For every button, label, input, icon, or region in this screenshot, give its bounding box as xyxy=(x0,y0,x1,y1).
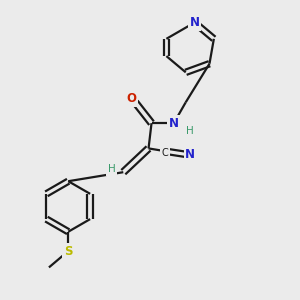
Text: C: C xyxy=(161,148,168,158)
Text: S: S xyxy=(64,244,73,258)
Text: H: H xyxy=(107,164,115,174)
Text: N: N xyxy=(169,117,179,130)
Text: N: N xyxy=(190,16,200,29)
Text: O: O xyxy=(127,92,136,105)
Text: H: H xyxy=(186,126,194,136)
Text: N: N xyxy=(185,148,195,161)
